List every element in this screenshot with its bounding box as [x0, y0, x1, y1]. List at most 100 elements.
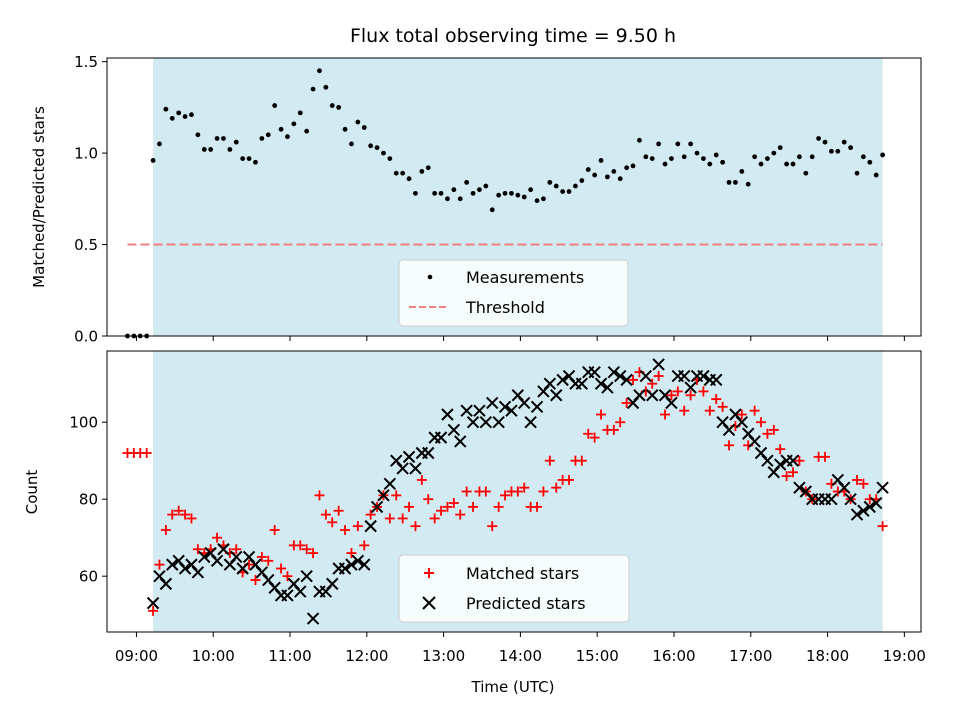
bottom-x-tick-label: 09:00: [115, 647, 158, 665]
bottom-x-tick-label: 12:00: [345, 647, 388, 665]
measurement-point: [381, 150, 386, 156]
measurement-point: [873, 172, 879, 178]
top-plot-frame: [106, 57, 922, 337]
measurement-point: [214, 136, 220, 141]
predicted-star-point: [370, 500, 384, 514]
matched-star-point: [448, 498, 459, 509]
matched-star-point: [551, 482, 562, 493]
top-y-tick-label: 0.0: [74, 328, 98, 346]
matched-star-point: [160, 524, 171, 535]
matched-star-point: [141, 448, 152, 459]
measurement-point: [541, 196, 546, 202]
measurement-point: [713, 152, 719, 158]
measurement-point: [803, 170, 809, 176]
measurement-point: [605, 174, 610, 180]
predicted-star-point: [639, 369, 653, 383]
matched-star-point: [346, 548, 357, 559]
measurement-point: [425, 165, 431, 171]
matched-star-point: [666, 390, 677, 401]
predicted-star-point: [505, 404, 518, 417]
matched-star-point: [500, 490, 511, 501]
predicted-star-point: [594, 377, 608, 390]
bottom-y-tick-label: 100: [69, 414, 98, 432]
predicted-star-point: [850, 508, 864, 521]
predicted-star-point: [300, 569, 313, 583]
predicted-star-point: [434, 431, 448, 444]
measurement-point: [566, 189, 572, 194]
measurement-point: [861, 154, 866, 160]
predicted-star-point: [460, 404, 473, 417]
bottom-x-tick-label: 15:00: [576, 647, 619, 665]
measurement-point: [195, 132, 201, 138]
predicted-star-point: [588, 365, 601, 379]
matched-star-point: [269, 524, 280, 535]
measurement-point: [432, 190, 438, 196]
measurement-point: [304, 128, 310, 134]
measurement-point: [291, 121, 297, 127]
measurement-point: [816, 136, 822, 141]
matched-star-point: [596, 409, 607, 420]
measurement-point: [208, 147, 214, 152]
measurement-point: [707, 161, 713, 167]
measurement-point: [854, 170, 860, 176]
measurement-point: [694, 150, 700, 156]
predicted-star-point: [486, 396, 499, 410]
predicted-star-point: [396, 462, 409, 475]
matched-star-point: [794, 455, 805, 466]
measurement-point: [457, 196, 463, 202]
matched-star-point: [352, 521, 363, 532]
measurement-point: [553, 183, 559, 189]
measurement-point: [528, 187, 534, 193]
matched-star-point: [359, 540, 370, 551]
measurement-point: [771, 150, 777, 156]
matched-star-point: [493, 501, 504, 512]
bottom-x-tick-label: 19:00: [883, 647, 926, 665]
predicted-star-point: [146, 596, 160, 610]
measurement-point: [496, 192, 502, 198]
predicted-star-point: [524, 416, 537, 429]
bottom-legend: Matched stars Predicted stars: [398, 554, 630, 623]
bottom-x-tick-label: 13:00: [422, 647, 465, 665]
predicted-star-point: [198, 550, 211, 564]
bottom-plot-frame: [106, 350, 922, 633]
matched-star-point: [532, 501, 543, 512]
predicted-star-point: [575, 377, 589, 390]
predicted-star-point: [684, 381, 697, 394]
matched-star-point: [724, 440, 735, 451]
measurement-point: [265, 132, 271, 138]
top-y-tick-label: 1.0: [74, 145, 98, 163]
bottom-x-ticks: 09:00 10:00 11:00 12:00 13:00 14:00 15:00 16:00…: [115, 632, 926, 665]
matched-star-point: [340, 524, 351, 535]
measurement-point: [400, 170, 406, 176]
measurement-point: [259, 136, 265, 141]
measurement-point: [278, 126, 284, 132]
measurement-point: [157, 141, 162, 147]
predicted-star-point: [774, 458, 787, 471]
matched-star-point: [544, 455, 555, 466]
matched-star-point: [365, 509, 376, 520]
measurement-point: [451, 187, 457, 193]
matched-star-point: [148, 605, 159, 616]
predicted-star-point: [876, 481, 889, 494]
measurement-point: [745, 181, 751, 187]
predicted-star-point: [543, 377, 557, 390]
predicted-star-point: [556, 373, 569, 387]
measurement-point: [413, 190, 418, 196]
predicted-star-point: [633, 389, 646, 402]
measurement-point: [406, 176, 412, 182]
predicted-star-point: [364, 519, 377, 533]
measurement-point: [598, 158, 604, 163]
predicted-star-point: [614, 369, 627, 383]
matched-star-point: [212, 532, 223, 543]
predicted-star-point: [697, 369, 710, 383]
predicted-star-point: [710, 373, 723, 387]
predicted-star-point: [178, 562, 192, 575]
predicted-star-point: [607, 365, 621, 379]
predicted-star-point: [838, 481, 851, 494]
matched-star-point: [704, 405, 715, 416]
bottom-x-tick-label: 11:00: [268, 647, 311, 665]
predicted-star-point: [402, 450, 416, 464]
measurement-point: [464, 179, 470, 185]
x-axis-label: Time (UTC): [471, 678, 555, 696]
matched-star-point: [397, 513, 408, 524]
